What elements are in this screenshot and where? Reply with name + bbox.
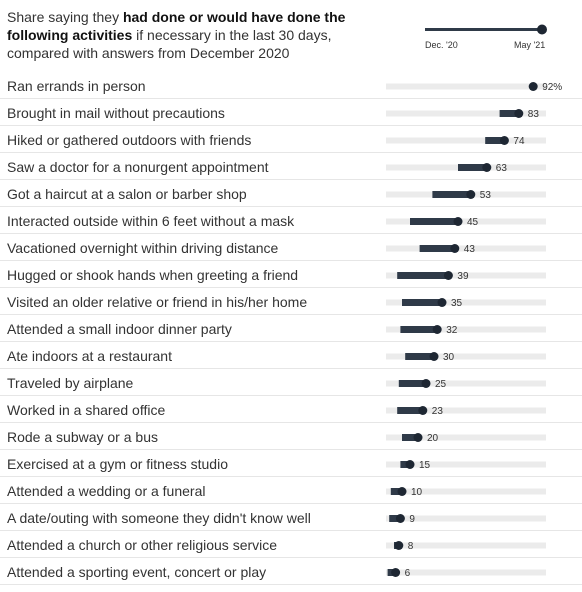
activity-label: Attended a church or other religious ser… — [7, 537, 278, 553]
activity-row: Attended a wedding or a funeral — [0, 477, 582, 504]
activity-row: Got a haircut at a salon or barber shop — [0, 180, 582, 207]
activity-label: Exercised at a gym or fitness studio — [7, 456, 228, 472]
activity-label: Saw a doctor for a nonurgent appointment — [7, 159, 269, 175]
activity-label: Ate indoors at a restaurant — [7, 348, 172, 364]
legend-bar — [425, 28, 542, 31]
activity-row: Hiked or gathered outdoors with friends — [0, 126, 582, 153]
legend-start-label: Dec. '20 — [425, 40, 458, 50]
activity-label: Attended a sporting event, concert or pl… — [7, 564, 267, 580]
activity-row: Rode a subway or a bus — [0, 423, 582, 450]
activity-label: Rode a subway or a bus — [7, 429, 158, 445]
legend-dot — [537, 24, 547, 35]
activity-row: Saw a doctor for a nonurgent appointment — [0, 153, 582, 180]
activity-row: Traveled by airplane — [0, 369, 582, 396]
activity-label: Interacted outside within 6 feet without… — [7, 213, 295, 229]
activity-row: Interacted outside within 6 feet without… — [0, 207, 582, 234]
activity-label: Ran errands in person — [7, 78, 146, 94]
activity-label: Attended a small indoor dinner party — [7, 321, 232, 337]
activity-label: Visited an older relative or friend in h… — [7, 294, 308, 310]
activity-row: Worked in a shared office — [0, 396, 582, 423]
activity-row: Ate indoors at a restaurant — [0, 342, 582, 369]
legend-graphic: Dec. '20 May '21 — [425, 24, 547, 50]
activity-row: A date/outing with someone they didn't k… — [0, 504, 582, 531]
activity-label: Worked in a shared office — [7, 402, 166, 418]
chart-title: Share saying they had done or would have… — [7, 8, 357, 62]
legend-end-label: May '21 — [514, 40, 545, 50]
activity-row: Visited an older relative or friend in h… — [0, 288, 582, 315]
activity-label: Hiked or gathered outdoors with friends — [7, 132, 252, 148]
activity-label: Got a haircut at a salon or barber shop — [7, 186, 247, 202]
activity-label: Traveled by airplane — [7, 375, 134, 391]
title-bold: had done or would have done the followin… — [7, 9, 346, 43]
activity-row: Hugged or shook hands when greeting a fr… — [0, 261, 582, 288]
activity-row: Attended a church or other religious ser… — [0, 531, 582, 558]
activity-row: Exercised at a gym or fitness studio — [0, 450, 582, 477]
title-rest: if necessary in the last 30 days, compar… — [7, 27, 332, 61]
activity-row: Vacationed overnight within driving dist… — [0, 234, 582, 261]
activity-label: Attended a wedding or a funeral — [7, 483, 206, 499]
activity-list: Ran errands in person Brought in mail wit… — [0, 72, 582, 585]
activity-row: Attended a sporting event, concert or pl… — [0, 558, 582, 585]
legend: Dec. '20 May '21 — [420, 18, 560, 54]
title-intro: Share saying they — [7, 9, 123, 25]
activity-row: Ran errands in person — [0, 72, 582, 99]
activity-label: Brought in mail without precautions — [7, 105, 225, 121]
activity-label: A date/outing with someone they didn't k… — [7, 510, 311, 526]
activity-label: Hugged or shook hands when greeting a fr… — [7, 267, 299, 283]
activity-label: Vacationed overnight within driving dist… — [7, 240, 279, 256]
activity-row: Brought in mail without precautions — [0, 99, 582, 126]
activity-row: Attended a small indoor dinner party — [0, 315, 582, 342]
